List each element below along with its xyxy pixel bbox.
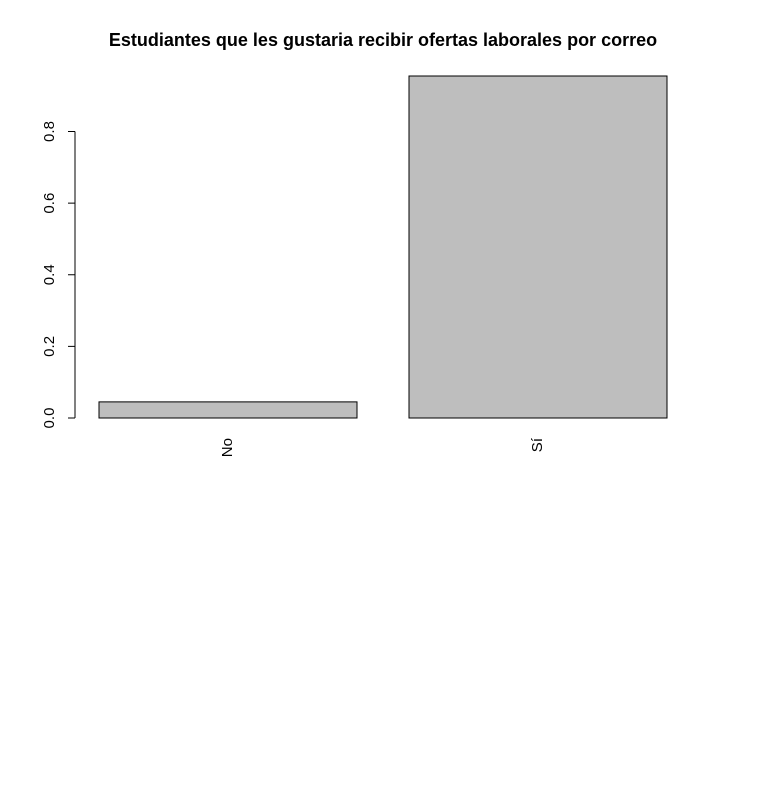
- y-tick-label: 0.6: [41, 193, 58, 214]
- x-tick-label: Sí: [529, 437, 546, 452]
- x-tick-label: No: [219, 438, 236, 457]
- bar-1: [408, 75, 668, 419]
- bar-0: [98, 401, 358, 419]
- bars-group: [98, 75, 668, 419]
- y-tick-label: 0.4: [41, 264, 58, 285]
- x-axis-labels: No Sí: [219, 437, 546, 457]
- chart-title: Estudiantes que les gustaria recibir ofe…: [109, 30, 657, 50]
- y-tick-label: 0.8: [41, 121, 58, 142]
- y-tick-label: 0.0: [41, 408, 58, 429]
- y-tick-label: 0.2: [41, 336, 58, 357]
- y-axis: 0.0 0.2 0.4 0.6 0.8: [41, 121, 76, 429]
